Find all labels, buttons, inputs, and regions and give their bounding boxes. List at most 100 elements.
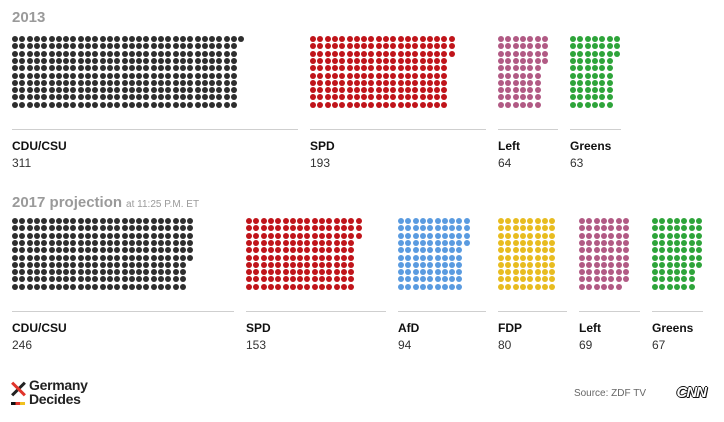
- seat-dot: [405, 269, 412, 276]
- seat-dot: [361, 94, 368, 101]
- seat-dot: [179, 276, 186, 283]
- seat-dot: [158, 87, 164, 94]
- seat-dot: [26, 87, 33, 94]
- seat-dot: [223, 57, 230, 64]
- seat-dot: [310, 79, 316, 86]
- seat-dot: [33, 65, 40, 72]
- seat-dot: [398, 218, 404, 224]
- seat-dot: [419, 283, 426, 290]
- seat-dot: [317, 65, 324, 72]
- seat-dot: [26, 269, 33, 276]
- seat-dot: [253, 232, 260, 239]
- seat-dot: [534, 218, 541, 224]
- seat-dot: [304, 269, 311, 276]
- seat-dot: [187, 232, 194, 239]
- seat-dot: [304, 232, 311, 239]
- seat-dot: [591, 50, 598, 57]
- seat-dot: [498, 276, 504, 283]
- seat-dot: [311, 232, 318, 239]
- seat-dot: [681, 247, 688, 254]
- seat-dot: [695, 254, 702, 261]
- seat-dot: [353, 57, 360, 64]
- seat-dot: [41, 87, 48, 94]
- seat-dot: [441, 57, 448, 64]
- seat-dot: [398, 269, 404, 276]
- seat-dot: [579, 269, 585, 276]
- seat-dot: [427, 261, 434, 268]
- seat-dot: [77, 218, 84, 224]
- seat-dot: [121, 254, 128, 261]
- seat-dot: [310, 36, 316, 42]
- seat-dot: [158, 247, 164, 254]
- seat-dot: [505, 43, 512, 50]
- seat-dot: [331, 79, 338, 86]
- seat-dot: [55, 87, 62, 94]
- seat-dot: [70, 232, 77, 239]
- seat-dot: [158, 50, 164, 57]
- seat-dot: [158, 283, 164, 290]
- seat-dot: [19, 269, 26, 276]
- seat-dot: [449, 269, 456, 276]
- seat-dot: [317, 79, 324, 86]
- seat-dot: [324, 65, 331, 72]
- seat-dot: [92, 57, 99, 64]
- seat-dot: [92, 225, 99, 232]
- seat-dot: [289, 261, 296, 268]
- seat-dot: [106, 65, 113, 72]
- seat-dot: [33, 225, 40, 232]
- seat-dot: [519, 239, 526, 246]
- seat-dot: [70, 50, 77, 57]
- seat-dot: [412, 225, 419, 232]
- seat-dot: [48, 261, 55, 268]
- seat-dot: [165, 43, 172, 50]
- seat-dot: [194, 43, 201, 50]
- seat-dot: [426, 94, 433, 101]
- seat-dot: [434, 43, 441, 50]
- seat-dot: [608, 232, 615, 239]
- seat-dot: [99, 57, 106, 64]
- seat-dot: [158, 43, 164, 50]
- seat-dot: [209, 79, 216, 86]
- seat-dot: [179, 232, 186, 239]
- seat-dot: [48, 94, 55, 101]
- seat-dot: [311, 218, 318, 224]
- seat-dot: [304, 247, 311, 254]
- seat-dot: [368, 57, 375, 64]
- seat-dot: [527, 94, 534, 101]
- seat-dot: [463, 232, 470, 239]
- seat-dot: [353, 79, 360, 86]
- seat-dot: [85, 276, 91, 283]
- seat-dot: [201, 57, 208, 64]
- seat-dot: [456, 247, 463, 254]
- seat-dot: [267, 247, 274, 254]
- seat-dot: [333, 276, 340, 283]
- seat-dot: [512, 254, 519, 261]
- party-label: FDP: [498, 321, 522, 335]
- seat-dot: [297, 283, 304, 290]
- seat-dot: [55, 232, 62, 239]
- seat-dot: [579, 218, 585, 224]
- seat-dot: [549, 276, 556, 283]
- seat-dot: [41, 94, 48, 101]
- seat-dot: [85, 72, 91, 79]
- seat-dot: [512, 261, 519, 268]
- seat-dot: [361, 72, 368, 79]
- seat-dot: [599, 72, 606, 79]
- seat-dot: [99, 239, 106, 246]
- seat-dot: [695, 247, 702, 254]
- seat-dot: [549, 239, 556, 246]
- seat-dot: [549, 269, 556, 276]
- seat-dot: [584, 50, 591, 57]
- seat-dot: [427, 247, 434, 254]
- seat-dot: [426, 65, 433, 72]
- seat-dot: [404, 57, 411, 64]
- seat-dot: [304, 218, 311, 224]
- seat-dot: [19, 79, 26, 86]
- seat-dot: [128, 218, 135, 224]
- seat-dot: [505, 247, 512, 254]
- seat-dot: [659, 247, 666, 254]
- seat-dot: [505, 283, 512, 290]
- seat-dot: [584, 94, 591, 101]
- seat-dot: [55, 239, 62, 246]
- seat-dot: [419, 57, 426, 64]
